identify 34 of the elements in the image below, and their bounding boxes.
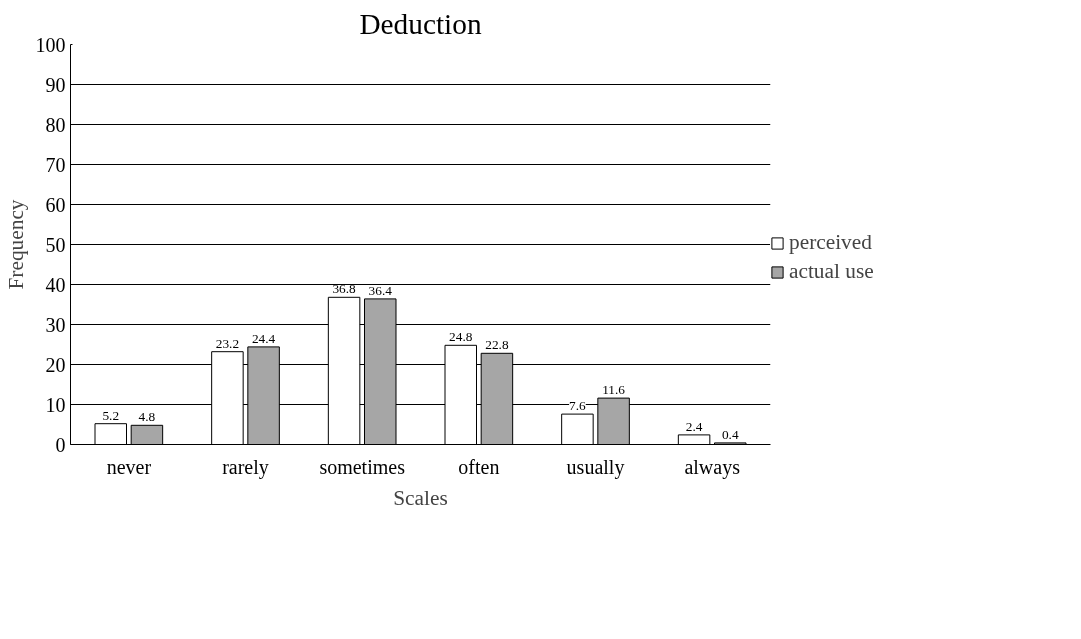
legend-label: actual use bbox=[789, 259, 874, 284]
y-tick-label: 50 bbox=[45, 233, 66, 256]
data-label: 23.2 bbox=[215, 335, 240, 351]
legend-label: perceived bbox=[789, 230, 872, 255]
x-tick-label: sometimes bbox=[319, 455, 406, 478]
y-tick-label: 0 bbox=[55, 433, 66, 456]
data-label: 5.2 bbox=[102, 407, 120, 423]
y-tick-label: 70 bbox=[45, 153, 66, 176]
x-tick-label: never bbox=[106, 455, 152, 478]
y-tick-label: 30 bbox=[45, 313, 66, 336]
data-label: 36.8 bbox=[332, 281, 357, 297]
data-label: 24.8 bbox=[449, 329, 473, 345]
y-tick-label: 10 bbox=[45, 393, 66, 416]
x-tick-label: always bbox=[684, 455, 741, 479]
chart-title: Deduction bbox=[359, 7, 482, 40]
data-label: 0.4 bbox=[721, 426, 739, 442]
data-label: 2.4 bbox=[685, 418, 703, 434]
y-tick-label: 90 bbox=[45, 73, 66, 96]
data-label: 36.4 bbox=[368, 282, 393, 298]
data-label: 7.6 bbox=[569, 398, 587, 414]
data-label: 22.8 bbox=[485, 337, 509, 353]
data-label: 11.6 bbox=[602, 382, 626, 398]
data-label: 24.4 bbox=[251, 330, 276, 346]
y-axis-title: Frequency bbox=[3, 199, 28, 290]
y-tick-label: 60 bbox=[45, 193, 66, 216]
y-tick-label: 20 bbox=[45, 353, 66, 376]
x-tick-label: rarely bbox=[222, 455, 269, 479]
x-tick-label: usually bbox=[566, 455, 625, 479]
y-tick-label: 40 bbox=[45, 273, 66, 296]
x-axis-title: Scales bbox=[393, 485, 448, 510]
y-tick-label: 100 bbox=[35, 33, 66, 56]
x-tick-label: often bbox=[458, 455, 500, 478]
y-tick-label: 80 bbox=[45, 113, 66, 136]
data-label: 4.8 bbox=[138, 409, 156, 425]
